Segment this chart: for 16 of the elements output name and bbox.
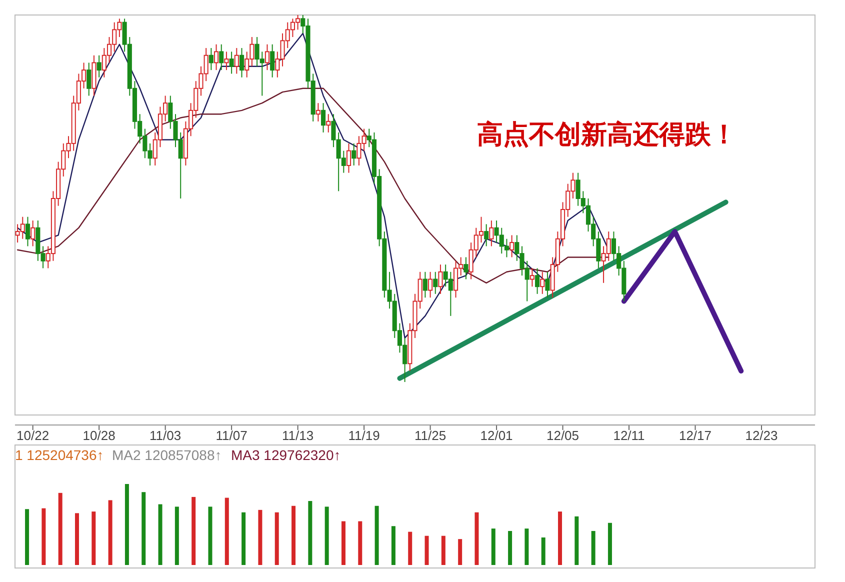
annotation: MA2 120857088↑: [112, 447, 222, 463]
annotation: 1 125204736↑: [15, 447, 104, 463]
x-tick-label: 11/19: [348, 428, 380, 443]
x-tick-label: 12/05: [546, 428, 580, 443]
annotation: MA3 129762320↑: [231, 447, 341, 463]
x-tick-label: 11/25: [414, 428, 446, 443]
x-tick-label: 12/17: [678, 428, 712, 443]
x-tick-label: 11/07: [216, 428, 248, 443]
x-tick-label: 12/23: [745, 428, 778, 443]
x-tick-label: 10/28: [82, 428, 116, 443]
x-tick-label: 12/01: [480, 428, 513, 443]
x-tick-label: 11/13: [282, 428, 314, 443]
annotation: 高点不创新高还得跌！: [477, 120, 737, 149]
x-tick-label: 12/11: [613, 428, 645, 443]
x-tick-label: 11/03: [150, 428, 182, 443]
x-tick-label: 10/22: [16, 428, 50, 443]
